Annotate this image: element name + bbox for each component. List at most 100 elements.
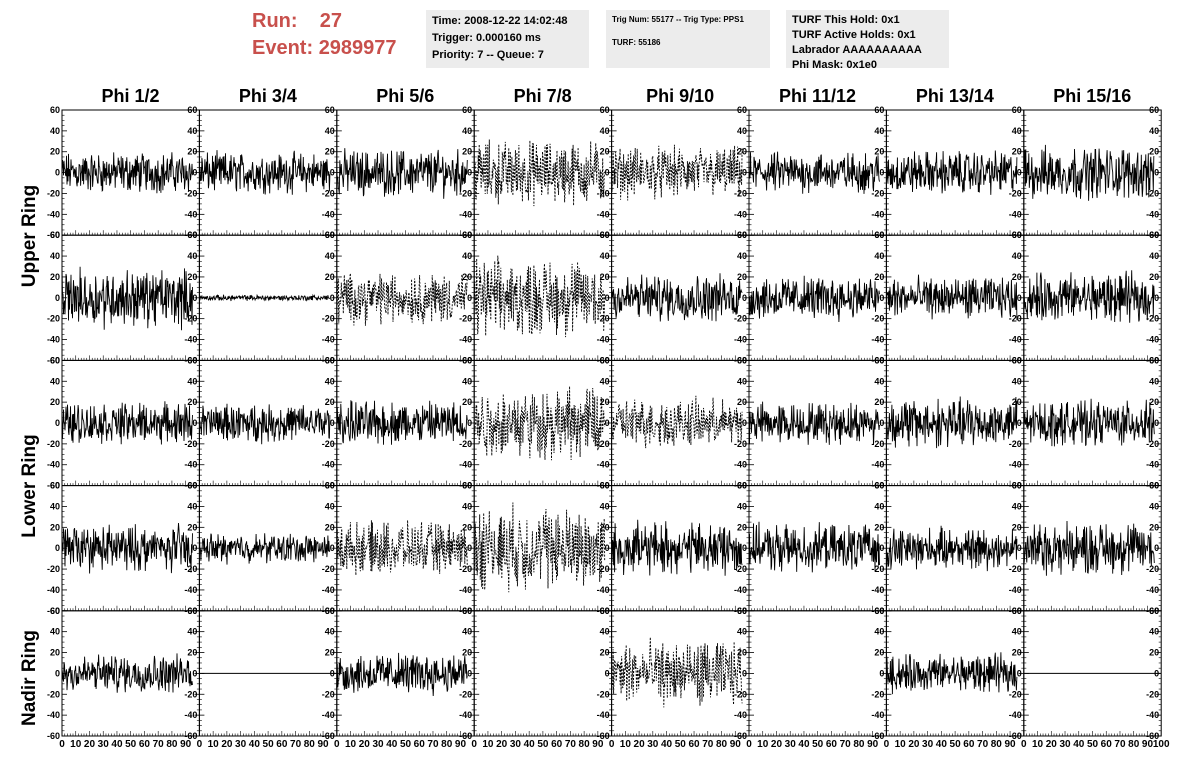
y-tick-label: 0: [192, 293, 197, 303]
x-tick-label: 70: [427, 739, 439, 750]
x-tick-label: 90: [1142, 739, 1154, 750]
y-tick-label: -40: [459, 335, 472, 345]
x-tick-label: 40: [524, 739, 536, 750]
y-tick-label: -20: [1146, 689, 1159, 699]
y-tick-label: 60: [1012, 481, 1022, 491]
y-tick-label: 60: [50, 105, 60, 115]
y-tick-label: 40: [462, 501, 472, 511]
x-tick-label: 0: [471, 739, 477, 750]
y-tick-label: -40: [322, 460, 335, 470]
y-tick-label: 40: [187, 126, 197, 136]
y-tick-label: -20: [47, 564, 60, 574]
y-tick-label: 0: [330, 418, 335, 428]
y-tick-label: 20: [462, 522, 472, 532]
y-tick-label: 60: [325, 481, 335, 491]
y-tick-label: -40: [597, 335, 610, 345]
y-tick-label: 20: [50, 397, 60, 407]
event-line: Event: 2989977: [252, 35, 422, 62]
y-tick-label: 60: [50, 230, 60, 240]
y-tick-label: 60: [1149, 606, 1159, 616]
y-tick-label: 0: [1017, 293, 1022, 303]
y-tick-label: 20: [600, 147, 610, 157]
x-tick-label: 30: [235, 739, 247, 750]
x-tick-label: 60: [139, 739, 151, 750]
y-tick-label: 60: [1149, 230, 1159, 240]
x-tick-label: 70: [840, 739, 852, 750]
y-tick-label: 20: [1149, 147, 1159, 157]
column-header: Phi 11/12: [778, 86, 857, 106]
y-tick-label: 40: [1149, 627, 1159, 637]
x-tick-label: 60: [1101, 739, 1113, 750]
y-tick-label: 20: [737, 522, 747, 532]
x-tick-label: 30: [372, 739, 384, 750]
x-tick-label: 0: [1021, 739, 1027, 750]
y-tick-label: 60: [325, 230, 335, 240]
x-tick-label: 80: [1128, 739, 1140, 750]
y-tick-label: 40: [874, 251, 884, 261]
y-tick-label: 60: [1149, 105, 1159, 115]
y-tick-label: 0: [55, 293, 60, 303]
x-tick-label: 10: [620, 739, 632, 750]
x-tick-label: 50: [675, 739, 687, 750]
y-tick-label: 0: [330, 168, 335, 178]
y-tick-label: -40: [597, 710, 610, 720]
y-tick-label: 0: [605, 293, 610, 303]
y-tick-label: 20: [600, 397, 610, 407]
y-tick-label: 0: [879, 418, 884, 428]
y-tick-label: 20: [50, 522, 60, 532]
trigger-text: Trigger: 0.000160 ms: [432, 32, 541, 44]
y-tick-label: -40: [459, 209, 472, 219]
x-tick-label: 50: [950, 739, 962, 750]
y-tick-label: -40: [322, 335, 335, 345]
y-tick-label: 0: [879, 293, 884, 303]
y-tick-label: -40: [734, 335, 747, 345]
x-tick-label: 20: [634, 739, 646, 750]
y-tick-label: 60: [1012, 105, 1022, 115]
waveform-trace: [885, 396, 1018, 449]
y-tick-label: 20: [462, 648, 472, 658]
waveform-trace: [61, 653, 193, 693]
waveform-trace: [885, 525, 1018, 572]
y-tick-label: -40: [1146, 710, 1159, 720]
y-tick-label: 40: [1012, 126, 1022, 136]
y-tick-label: 40: [1149, 251, 1159, 261]
y-tick-label: 0: [55, 543, 60, 553]
waveform-trace: [61, 152, 193, 194]
y-tick-label: -40: [184, 710, 197, 720]
y-tick-label: 20: [325, 397, 335, 407]
y-tick-label: 60: [187, 230, 197, 240]
y-tick-label: -40: [47, 209, 60, 219]
x-tick-label: 0: [884, 739, 890, 750]
x-tick-label: 20: [359, 739, 371, 750]
panel-frame: [336, 485, 475, 612]
y-tick-label: -20: [184, 314, 197, 324]
y-tick-label: -20: [734, 564, 747, 574]
y-tick-label: 60: [325, 606, 335, 616]
y-tick-label: -20: [734, 188, 747, 198]
phi-mask-text: Phi Mask: 0x1e0: [792, 59, 877, 71]
y-tick-label: -20: [1009, 314, 1022, 324]
y-tick-label: 20: [325, 147, 335, 157]
y-tick-label: -40: [1146, 585, 1159, 595]
y-tick-label: -20: [459, 188, 472, 198]
y-tick-label: 0: [330, 293, 335, 303]
waveform-trace: [748, 275, 880, 323]
x-tick-label: 40: [661, 739, 673, 750]
event-label: Event:: [252, 37, 314, 59]
y-tick-label: 20: [187, 397, 197, 407]
y-tick-label: 20: [1012, 648, 1022, 658]
x-tick-label: 40: [936, 739, 948, 750]
y-tick-label: 0: [742, 168, 747, 178]
y-tick-label: 0: [1017, 168, 1022, 178]
x-tick-label: 50: [263, 739, 275, 750]
waveform-trace: [885, 652, 1018, 695]
column-header: Phi 15/16: [1053, 86, 1132, 106]
